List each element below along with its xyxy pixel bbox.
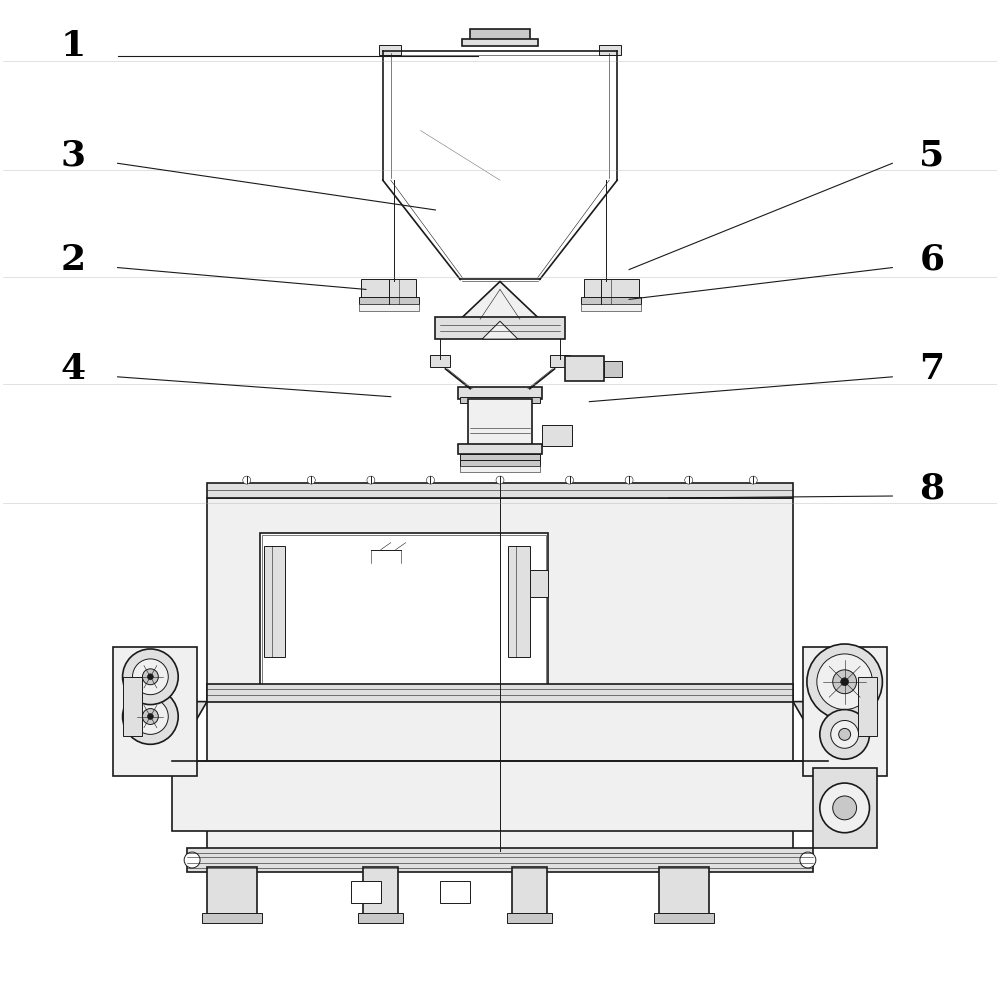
Bar <box>207 498 793 851</box>
Bar <box>460 466 540 472</box>
Bar <box>187 848 813 872</box>
Bar <box>659 868 709 915</box>
Bar <box>584 280 639 300</box>
Circle shape <box>820 709 869 759</box>
Bar <box>462 39 538 46</box>
Bar <box>379 45 401 55</box>
Bar <box>202 913 262 923</box>
Circle shape <box>123 649 178 704</box>
Bar <box>581 298 641 305</box>
Bar <box>435 318 565 339</box>
Circle shape <box>133 659 168 694</box>
Bar <box>542 424 572 446</box>
Circle shape <box>749 476 757 484</box>
Circle shape <box>147 674 153 679</box>
Bar <box>813 768 877 848</box>
Circle shape <box>142 669 158 684</box>
Circle shape <box>833 796 857 820</box>
Polygon shape <box>172 701 207 761</box>
Circle shape <box>243 476 251 484</box>
Circle shape <box>184 853 200 868</box>
Bar <box>530 570 548 598</box>
Circle shape <box>307 476 315 484</box>
Text: 3: 3 <box>60 138 85 172</box>
Circle shape <box>142 708 158 724</box>
Bar <box>507 913 552 923</box>
Text: 4: 4 <box>60 352 85 385</box>
Bar <box>508 546 530 657</box>
Bar <box>460 396 540 402</box>
Bar <box>460 454 540 460</box>
Bar <box>460 460 540 466</box>
Circle shape <box>820 783 869 833</box>
Bar <box>470 29 530 41</box>
Circle shape <box>496 476 504 484</box>
Bar <box>440 881 470 903</box>
Bar <box>264 546 285 657</box>
Circle shape <box>817 654 872 709</box>
Bar <box>260 533 548 686</box>
Circle shape <box>833 670 857 693</box>
Bar <box>123 676 142 736</box>
Bar <box>351 881 381 903</box>
Text: 6: 6 <box>919 243 945 277</box>
Bar <box>512 868 547 915</box>
Bar <box>858 676 877 736</box>
Bar <box>207 868 257 915</box>
Text: 8: 8 <box>919 471 945 505</box>
Text: 7: 7 <box>919 352 945 385</box>
Bar <box>550 355 570 367</box>
Bar <box>604 361 622 376</box>
Circle shape <box>685 476 693 484</box>
Bar <box>359 298 419 305</box>
Bar <box>565 356 604 380</box>
Bar <box>599 45 621 55</box>
Bar <box>262 535 546 684</box>
Circle shape <box>133 698 168 734</box>
Bar <box>361 280 416 300</box>
Polygon shape <box>793 701 828 761</box>
Bar <box>430 355 450 367</box>
Bar <box>458 386 542 398</box>
Circle shape <box>625 476 633 484</box>
Bar <box>581 305 641 312</box>
Circle shape <box>841 677 849 685</box>
Bar <box>359 305 419 312</box>
Circle shape <box>807 644 882 719</box>
Bar <box>172 761 828 831</box>
Polygon shape <box>460 282 540 320</box>
Bar <box>207 483 793 498</box>
Circle shape <box>147 713 153 719</box>
Circle shape <box>839 728 851 740</box>
Text: 1: 1 <box>60 29 86 63</box>
Circle shape <box>566 476 573 484</box>
Text: 2: 2 <box>60 243 85 277</box>
Text: 5: 5 <box>919 138 945 172</box>
Bar <box>654 913 714 923</box>
Circle shape <box>800 853 816 868</box>
Circle shape <box>427 476 434 484</box>
Bar <box>468 398 532 446</box>
Bar <box>458 444 542 454</box>
Bar <box>358 913 403 923</box>
Bar <box>113 647 197 776</box>
Circle shape <box>831 720 859 748</box>
Bar <box>803 647 887 776</box>
Bar <box>207 683 793 701</box>
Polygon shape <box>482 321 518 339</box>
Circle shape <box>123 688 178 744</box>
Bar <box>363 868 398 915</box>
Circle shape <box>367 476 375 484</box>
